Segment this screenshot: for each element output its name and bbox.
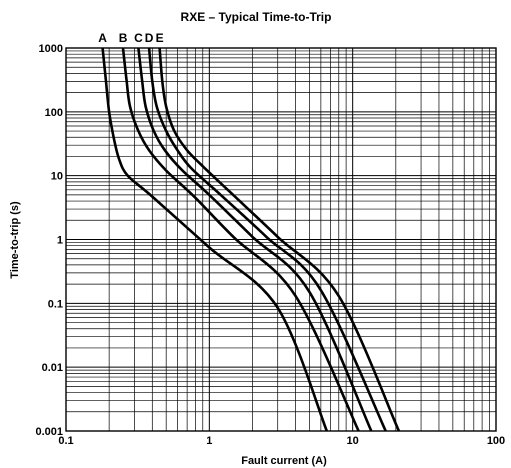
trip-curves	[101, 47, 401, 432]
curve-label-a: A	[98, 31, 107, 45]
x-tick-label: 10	[347, 435, 359, 447]
trip-curve-a	[101, 47, 329, 432]
x-tick-label: 100	[487, 435, 505, 447]
y-tick-label: 1000	[39, 43, 63, 55]
y-tick-label: 0.1	[48, 298, 63, 310]
trip-curve-e	[158, 47, 401, 432]
plot-frame	[65, 47, 497, 432]
x-tick-label: 0.1	[58, 435, 73, 447]
y-tick-label: 0.01	[42, 362, 63, 374]
chart-title: RXE – Typical Time-to-Trip	[181, 10, 332, 24]
curve-label-e: E	[156, 31, 164, 45]
y-axis-label: Time-to-trip (s)	[9, 201, 21, 279]
x-axis-label: Fault current (A)	[241, 455, 327, 467]
y-tick-label: 10	[51, 171, 63, 183]
y-tick-label: 1	[57, 235, 63, 247]
trip-curve-c	[137, 47, 373, 432]
y-tick-label: 0.001	[35, 426, 63, 438]
y-tick-label: 100	[45, 107, 63, 119]
x-tick-labels: 0.1 1 10 100	[58, 435, 505, 447]
curve-label-b: B	[119, 31, 128, 45]
x-tick-label: 1	[206, 435, 212, 447]
curve-label-c: C	[134, 31, 143, 45]
curve-label-d: D	[145, 31, 154, 45]
y-tick-labels: 0.001 0.01 0.1 1 10 100 1000	[35, 43, 63, 438]
trip-curve-d	[147, 47, 387, 432]
trip-curve-b	[121, 47, 360, 432]
